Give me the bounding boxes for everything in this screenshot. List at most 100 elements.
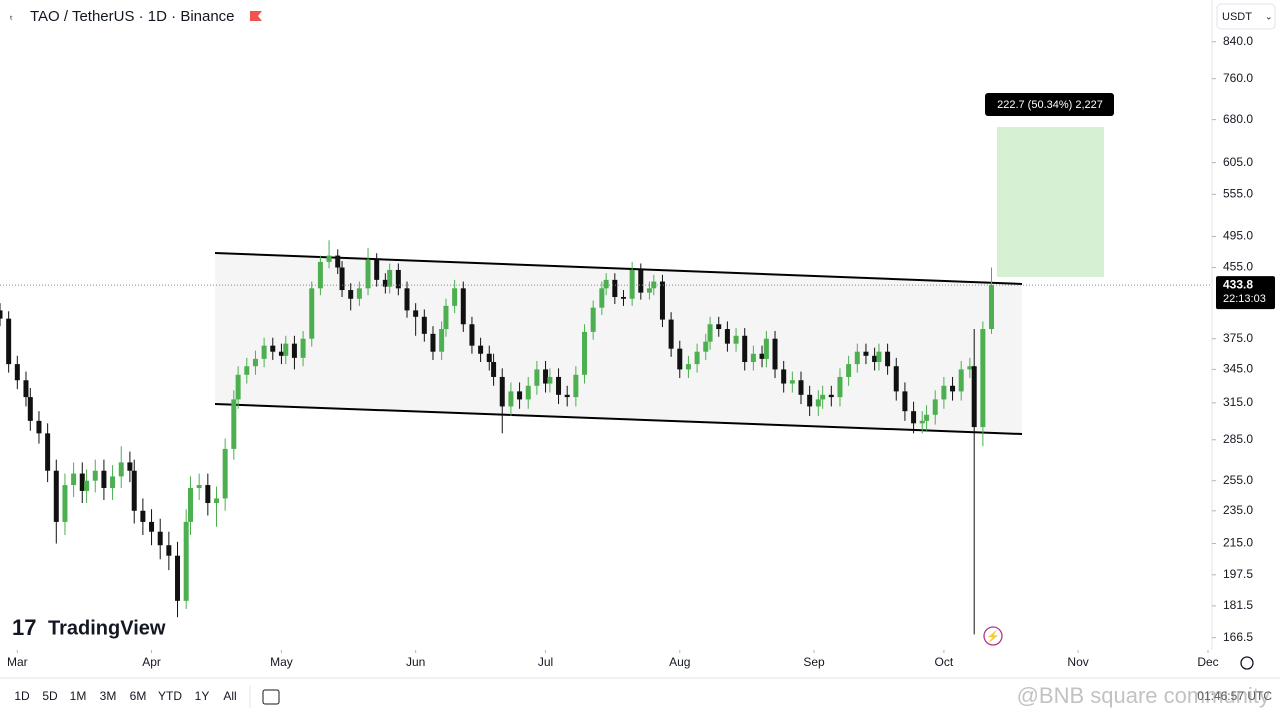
candle-body	[14, 364, 20, 381]
candle-body	[231, 399, 237, 449]
candle-body	[724, 329, 730, 344]
x-tick-label: Jul	[538, 655, 553, 669]
candle-body	[252, 358, 258, 367]
y-tick-label: 555.0	[1223, 187, 1253, 201]
currency-select[interactable]	[1216, 3, 1276, 30]
range-button[interactable]: YTD	[158, 689, 182, 703]
candle-body	[885, 351, 891, 367]
candle-body	[547, 376, 553, 384]
candle-body	[309, 288, 315, 339]
candle-body	[430, 333, 436, 352]
candle-body	[932, 399, 938, 415]
candle-body	[543, 369, 549, 384]
candle-body	[612, 279, 618, 297]
symbol-icon: ₜ	[10, 12, 13, 23]
y-tick-label: 375.0	[1223, 331, 1253, 345]
candle-body	[469, 324, 475, 346]
x-tick-label: Nov	[1067, 655, 1088, 669]
candle-body	[716, 324, 722, 330]
range-button[interactable]: 1Y	[195, 689, 210, 703]
y-tick-label: 760.0	[1223, 71, 1253, 85]
candle-body	[244, 366, 250, 375]
candle-body	[84, 480, 90, 491]
candle-body	[348, 290, 354, 299]
candle-body	[781, 369, 787, 384]
candle-body	[750, 353, 756, 363]
range-button[interactable]: All	[223, 689, 236, 703]
candle-body	[620, 296, 626, 299]
candle-body	[668, 319, 674, 349]
candle-body	[478, 345, 484, 354]
candle-body	[837, 376, 843, 398]
range-button[interactable]: 5D	[42, 689, 58, 703]
candle-body	[157, 531, 163, 546]
candle-body	[603, 279, 609, 289]
y-tick-label: 455.0	[1223, 260, 1253, 274]
settings-icon[interactable]	[1240, 656, 1254, 670]
candle-body	[36, 420, 42, 434]
y-tick-label: 315.0	[1223, 395, 1253, 409]
candle-body	[820, 394, 826, 400]
candle-body	[582, 331, 588, 375]
channel-top	[214, 252, 1023, 285]
candle-body	[707, 324, 713, 342]
candle-body	[863, 351, 869, 356]
candle-body	[92, 470, 98, 481]
date-range-icon[interactable]	[262, 689, 280, 705]
candle-body	[556, 376, 562, 395]
candle-body	[452, 288, 458, 306]
candle-body	[278, 351, 284, 356]
candle-body	[989, 285, 995, 330]
range-button[interactable]: 6M	[130, 689, 147, 703]
flag-icon[interactable]	[250, 11, 262, 21]
candle-body	[166, 545, 172, 556]
range-button[interactable]: 1D	[14, 689, 30, 703]
candle-body	[53, 470, 59, 522]
candle-body	[958, 369, 964, 392]
range-button[interactable]: 3M	[100, 689, 117, 703]
candle-body	[694, 351, 700, 365]
candle-body	[45, 433, 51, 471]
candle-body	[499, 376, 505, 407]
event-icon[interactable]	[983, 626, 1003, 646]
range-button[interactable]: 1M	[70, 689, 87, 703]
x-tick-label: May	[270, 655, 293, 669]
candle-body	[789, 380, 795, 384]
candle-body	[382, 279, 388, 287]
measure-label: 222.7 (50.34%) 2,227	[997, 99, 1103, 111]
candle-body	[911, 411, 917, 424]
x-tick-label: Mar	[7, 655, 28, 669]
candles	[0, 240, 995, 635]
candle-body	[439, 329, 445, 352]
candle-body	[0, 310, 3, 319]
candle-body	[828, 394, 834, 398]
y-tick-label: 166.5	[1223, 630, 1253, 644]
candle-body	[486, 353, 492, 363]
watermark: @BNB square community	[1017, 683, 1270, 708]
candle-body	[127, 462, 133, 471]
candle-body	[118, 462, 124, 477]
candle-body	[300, 338, 306, 358]
candle-body	[590, 307, 596, 332]
channel-bottom	[214, 403, 1023, 435]
candle-body	[291, 343, 297, 358]
candle-body	[854, 351, 860, 365]
candle-body	[646, 288, 652, 293]
candle-body	[638, 269, 644, 293]
candle-body	[140, 510, 146, 522]
candle-body	[62, 485, 68, 522]
candle-body	[919, 420, 925, 424]
candle-body	[365, 259, 371, 289]
candle-body	[941, 385, 947, 400]
last-price-tag	[1216, 276, 1275, 310]
candle-body	[317, 261, 323, 289]
candle-body	[629, 269, 635, 299]
x-tick-label: Apr	[142, 655, 161, 669]
candle-body	[71, 473, 77, 486]
candle-body	[659, 281, 665, 320]
candle-body	[335, 255, 341, 268]
candle-body	[270, 345, 276, 352]
candle-body	[110, 476, 116, 488]
y-tick-label: 197.5	[1223, 567, 1253, 581]
